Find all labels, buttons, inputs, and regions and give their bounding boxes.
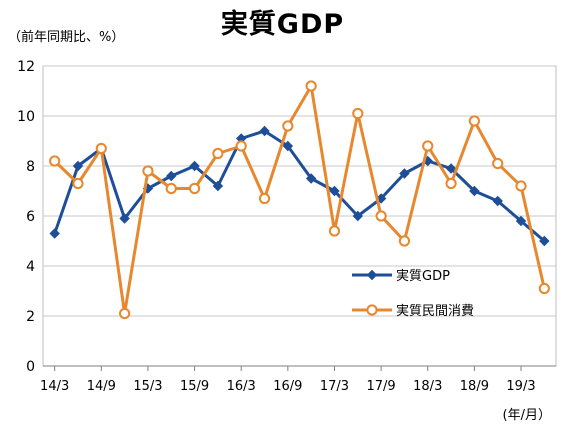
- x-tick-label: 16/3: [227, 379, 256, 394]
- data-point-series-2: [49, 155, 61, 167]
- data-point-series-2: [188, 182, 201, 195]
- data-point-series-1: [119, 213, 130, 224]
- data-point-series-1: [539, 235, 550, 247]
- data-point-series-2: [72, 177, 84, 190]
- data-point-series-2: [282, 120, 294, 132]
- data-point-series-1: [352, 210, 364, 222]
- legend-label-2: 実質民間消費: [396, 303, 474, 319]
- x-tick-label: 18/3: [413, 379, 442, 394]
- data-point-series-1: [166, 170, 177, 182]
- x-tick-label: 17/3: [320, 379, 349, 394]
- x-tick-label: 14/9: [87, 379, 116, 394]
- y-axis-label: （前年同期比、%）: [8, 30, 125, 45]
- data-point-series-2: [538, 282, 550, 295]
- data-point-series-2: [258, 192, 271, 205]
- data-point-series-2: [445, 177, 457, 190]
- y-tick-label: 6: [26, 209, 35, 225]
- data-point-series-2: [212, 147, 224, 160]
- data-point-series-2: [142, 165, 154, 177]
- data-point-series-2: [328, 225, 341, 237]
- data-point-series-1: [515, 215, 527, 227]
- x-axis-unit-label: (年/月）: [502, 408, 551, 423]
- data-point-series-1: [305, 173, 317, 184]
- data-point-series-2: [95, 142, 107, 155]
- legend-marker-2: [366, 304, 378, 316]
- chart-title: 実質GDP: [220, 9, 345, 40]
- data-point-series-2: [398, 235, 411, 247]
- x-tick-label: 15/3: [133, 379, 162, 394]
- x-tick-label: 18/9: [460, 379, 489, 394]
- x-tick-label: 16/9: [273, 379, 302, 394]
- data-point-series-2: [422, 140, 434, 152]
- y-tick-label: 8: [26, 159, 35, 175]
- legend-label-1: 実質GDP: [396, 268, 450, 284]
- x-tick-label: 15/9: [180, 379, 209, 394]
- legend-marker-1: [366, 269, 378, 281]
- series-line-1: [53, 129, 546, 243]
- data-point-series-1: [72, 160, 84, 172]
- data-point-series-1: [469, 185, 480, 197]
- data-point-series-1: [189, 160, 200, 172]
- data-point-series-2: [468, 115, 480, 127]
- data-point-series-1: [282, 140, 294, 152]
- data-point-series-2: [492, 157, 504, 170]
- data-point-series-2: [352, 107, 364, 120]
- data-point-series-1: [329, 185, 340, 197]
- data-point-series-2: [305, 80, 317, 92]
- data-point-series-1: [399, 168, 410, 179]
- data-point-series-1: [259, 125, 270, 137]
- data-point-series-1: [212, 180, 224, 192]
- data-point-series-2: [375, 210, 387, 222]
- x-tick-label: 19/3: [506, 379, 535, 394]
- data-point-series-1: [492, 195, 503, 207]
- y-tick-label: 0: [26, 359, 35, 375]
- series-line-2: [53, 84, 546, 315]
- data-point-series-2: [515, 180, 527, 192]
- y-tick-label: 4: [26, 259, 35, 275]
- data-point-series-1: [49, 228, 60, 239]
- data-point-series-2: [235, 140, 247, 152]
- data-point-series-2: [119, 307, 131, 320]
- data-point-series-1: [445, 163, 457, 174]
- data-point-series-2: [165, 182, 177, 195]
- x-tick-label: 17/9: [367, 379, 396, 394]
- x-tick-label: 14/3: [40, 379, 69, 394]
- y-tick-label: 10: [17, 109, 35, 125]
- y-tick-label: 2: [26, 309, 35, 325]
- y-tick-label: 12: [17, 59, 35, 75]
